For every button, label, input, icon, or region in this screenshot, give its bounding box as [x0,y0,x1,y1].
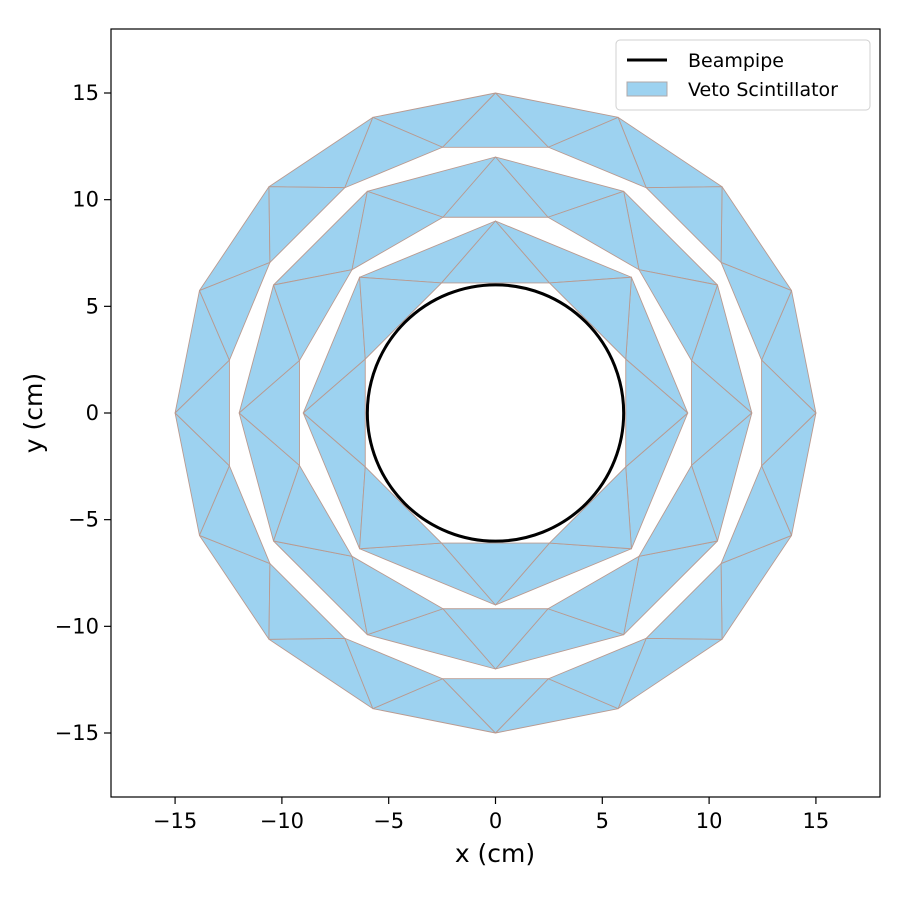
scintillator-tile [547,190,640,271]
scintillator-tile [302,358,366,468]
x-tick-label: −10 [260,809,304,833]
scintillator-tile [344,116,444,189]
scintillator-tile [547,116,647,189]
scintillator-tile [720,262,792,361]
x-tick-label: −15 [153,809,197,833]
scintillator-tile [273,465,353,557]
y-tick-label: 5 [86,294,99,318]
veto-scintillator-rings [174,92,817,734]
scintillator-tile [442,156,549,218]
scintillator-tile [268,186,346,263]
scintillator-tile [442,608,549,670]
x-tick-label: 10 [696,809,723,833]
scintillator-tile [268,563,346,640]
x-axis-label: x (cm) [455,839,535,868]
ring-middle [238,156,753,670]
ring-inner [302,220,689,606]
y-axis-ticks: −15 −10 −5 0 5 10 15 [55,81,111,745]
scintillator-tile [273,269,353,361]
y-tick-label: −5 [68,508,99,532]
scintillator-tile [638,465,718,557]
y-tick-label: −15 [55,721,99,745]
legend-veto-swatch [626,81,668,97]
scintillator-tile [199,262,271,361]
x-tick-label: −5 [373,809,404,833]
scintillator-tile [547,555,640,636]
y-tick-label: 0 [86,401,99,425]
scintillator-tile [720,465,792,564]
scintillator-tile [351,555,444,636]
legend-veto-label: Veto Scintillator [688,79,838,101]
scintillator-tile [638,269,718,361]
scintillator-tile [547,637,647,710]
scintillator-tile [625,358,689,468]
y-axis-label: y (cm) [19,373,48,453]
scintillator-tile [549,276,632,360]
scintillator-tile [199,465,271,564]
x-tick-label: 15 [803,809,830,833]
scintillator-tile [549,466,632,550]
scintillator-tile [238,360,300,466]
scintillator-tile [174,359,230,467]
legend: Beampipe Veto Scintillator [615,39,871,111]
y-tick-label: 15 [72,81,99,105]
ring-outer [174,92,817,734]
scintillator-tile [645,563,723,640]
y-tick-label: 10 [72,188,99,212]
scintillator-tile [351,190,444,271]
legend-beampipe-label: Beampipe [688,50,784,72]
scintillator-tile [441,542,550,606]
legend-box [615,39,871,111]
scintillator-tile [359,466,442,550]
scintillator-tile [645,186,723,263]
x-tick-label: 0 [489,809,502,833]
scintillator-tile [442,678,549,734]
x-axis-ticks: −15 −10 −5 0 5 10 15 [153,797,829,833]
x-tick-label: 5 [596,809,609,833]
scintillator-tile [359,276,442,360]
scintillator-tile [344,637,444,710]
beampipe-circle [365,283,626,543]
scintillator-tile [442,92,549,148]
y-tick-label: −10 [55,614,99,638]
